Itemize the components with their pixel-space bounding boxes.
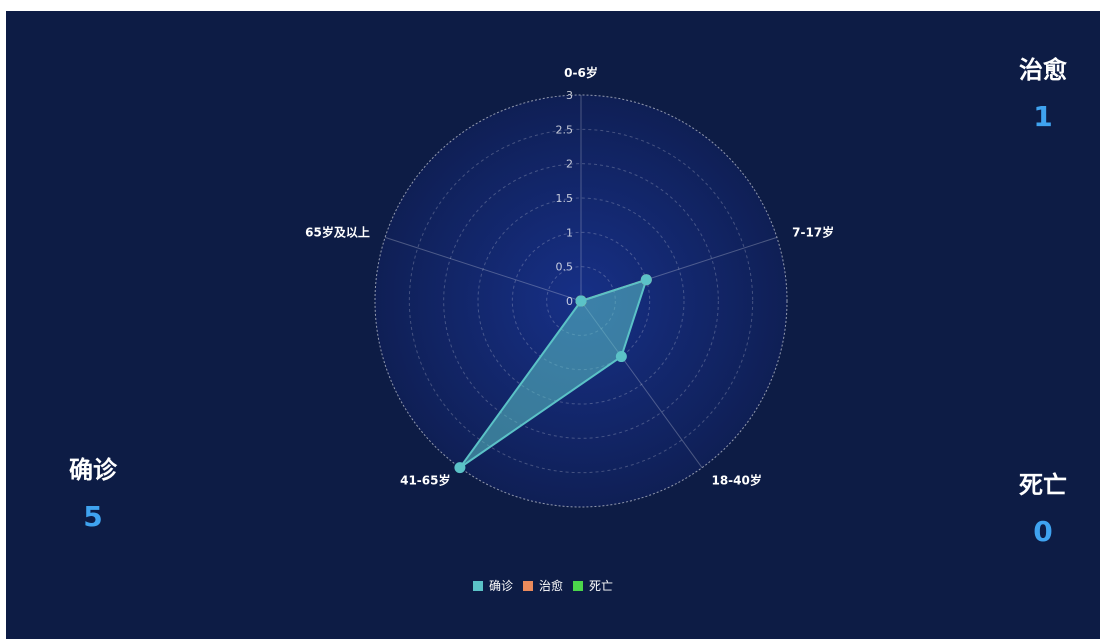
radar-tick-label: 0.5 xyxy=(556,261,574,274)
radar-tick-label: 3 xyxy=(566,89,573,102)
radar-indicator-label: 41-65岁 xyxy=(400,473,450,488)
radar-series xyxy=(454,274,652,474)
radar-indicator-label: 7-17岁 xyxy=(792,224,834,239)
radar-grid-ring xyxy=(443,163,719,439)
radar-point-confirmed[interactable] xyxy=(615,351,627,363)
radar-indicator-label: 65岁及以上 xyxy=(305,224,370,239)
legend-swatch-confirmed xyxy=(473,580,483,591)
legend-label-confirmed: 确诊 xyxy=(489,579,514,593)
legend-swatch-cured xyxy=(523,580,534,591)
radar-grid-ring xyxy=(408,128,754,474)
confirmed-value: 5 xyxy=(83,500,103,533)
radar-axis-line xyxy=(384,236,582,302)
radar-tick-label: 0 xyxy=(566,295,573,308)
confirmed-stat: 确诊 5 xyxy=(48,455,138,535)
radar-tick-label: 2.5 xyxy=(556,123,574,136)
chart-panel: 治愈 1 确诊 5 死亡 0 0 0.5 1 1.5 2 2.5 3 0-6岁 7-17岁 18… xyxy=(6,11,1100,639)
radar-tick-labels: 0 0.5 1 1.5 2 2.5 3 xyxy=(556,89,574,308)
confirmed-label: 确诊 xyxy=(69,456,117,484)
dead-label: 死亡 xyxy=(1019,471,1067,499)
radar-tick-label: 1.5 xyxy=(556,192,574,205)
legend-item-confirmed[interactable]: 确诊 xyxy=(473,577,513,594)
chart-legend: 确诊 治愈 死亡 xyxy=(473,577,613,594)
dead-value: 0 xyxy=(1033,515,1053,548)
radar-grid-ring xyxy=(477,197,685,405)
legend-item-dead[interactable]: 死亡 xyxy=(573,577,613,594)
legend-item-cured[interactable]: 治愈 xyxy=(523,577,563,594)
dead-stat: 死亡 0 xyxy=(998,470,1088,550)
radar-indicator-label: 0-6岁 xyxy=(564,65,598,80)
legend-label-cured: 治愈 xyxy=(539,579,564,593)
radar-tick-label: 2 xyxy=(566,158,573,171)
radar-indicator-labels: 0-6岁 7-17岁 18-40岁 41-65岁 65岁及以上 xyxy=(305,65,834,488)
cured-stat: 治愈 1 xyxy=(998,55,1088,135)
radar-point-confirmed[interactable] xyxy=(640,274,652,286)
radar-grid-ring xyxy=(511,231,651,371)
legend-label-dead: 死亡 xyxy=(589,579,614,593)
cured-value: 1 xyxy=(1033,100,1053,133)
radar-point-confirmed[interactable] xyxy=(575,295,587,307)
cured-label: 治愈 xyxy=(1019,56,1067,84)
legend-swatch-dead xyxy=(573,580,584,591)
radar-chart: 0 0.5 1 1.5 2 2.5 3 0-6岁 7-17岁 18-40岁 41-65岁 65岁及以… xyxy=(305,65,834,508)
radar-indicator-label: 18-40岁 xyxy=(711,473,761,488)
radar-grid-ring xyxy=(374,94,788,508)
radar-tick-label: 1 xyxy=(566,226,573,239)
radar-point-confirmed[interactable] xyxy=(454,462,466,474)
